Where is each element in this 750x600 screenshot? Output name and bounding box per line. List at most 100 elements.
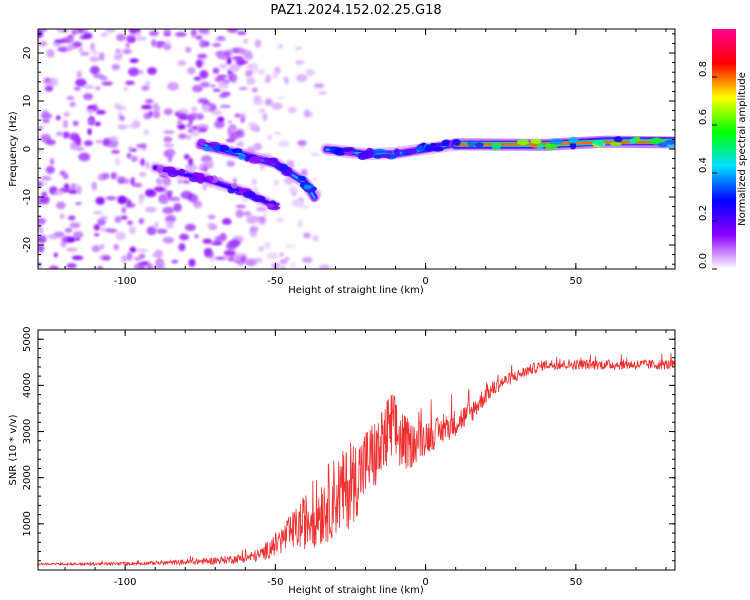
spectrogram-noise-blob [66,247,78,252]
spectrogram-noise-blob [127,37,135,43]
spectrogram-noise-blob [212,67,220,74]
spectrogram-ridge-speckle [163,166,172,172]
spectrogram-noise-blob [97,173,106,181]
spectrogram-noise-blob [134,32,142,37]
spectrogram-noise-blob [70,142,77,150]
spectrogram-noise-blob [267,134,273,141]
spectrogram-noise-blob [212,43,222,47]
spectrogram-ridge-speckle [591,140,605,145]
y-tick-label: 4000 [22,373,33,398]
x-tick-label: 50 [569,577,582,588]
spectrogram-noise-blob [59,213,65,219]
spectrogram-noise-blob [126,199,132,206]
spectrogram-ridge-speckle [474,142,484,148]
x-tick-label: -100 [114,276,137,287]
x-tick-label: 0 [422,577,428,588]
spectrogram-noise-blob [114,216,122,223]
x-tick-label: -50 [267,577,283,588]
spectrogram-noise-blob [177,124,186,130]
spectrogram-noise-blob [258,246,265,252]
spectrogram-noise-blob [69,222,81,229]
spectrogram-noise-blob [186,123,192,128]
spectrogram-noise-blob [120,115,125,122]
spectrogram-noise-blob [196,123,209,130]
spectrogram-noise-blob [111,64,121,71]
spectrogram-noise-blob [287,107,297,114]
spectrogram-noise-blob [174,32,187,37]
spectrogram-noise-blob [75,136,82,146]
spectrogram-ridge-speckle [378,153,392,158]
spectrogram-noise-blob [266,252,279,260]
spectrogram-noise-blob [193,76,202,81]
spectrogram-noise-blob [57,29,62,33]
spectrogram-noise-blob [183,154,190,160]
snr-panel: -100 -50 0 50 1000 2000 3000 4000 5000 Height o… [8,327,676,596]
spectrogram-noise-blob [188,258,196,267]
spectrogram-y-ticks: -20 -10 0 10 20 [22,33,675,265]
spectrogram-noise-blob [138,172,147,177]
y-tick-label: -10 [22,189,33,205]
spectrogram-noise-blob [126,251,133,261]
spectrogram-noise-blob [296,74,308,82]
spectrogram-noise-blob [303,109,310,118]
spectrogram-noise-blob [50,158,54,165]
spectrogram-noise-blob [243,211,252,217]
spectrogram-noise-blob [76,186,82,195]
spectrogram-noise-blob [75,202,82,205]
spectrogram-noise-blob [166,220,174,229]
spectrogram-ridge-speckle [303,184,312,190]
spectrogram-noise-blob [91,181,97,191]
spectrogram-noise-blob [138,193,146,201]
spectrogram-noise-blob [179,233,190,241]
spectrogram-noise-blob [167,81,179,91]
y-tick-label: 1000 [22,511,33,536]
spectrogram-ridge-speckle [629,138,636,144]
spectrogram-noise-blob [41,191,48,196]
spectrogram-noise-blob [83,93,93,101]
spectrogram-noise-blob [163,32,171,37]
snr-x-ticks: -100 -50 0 50 [64,330,667,588]
spectrogram-noise-blob [49,235,59,240]
spectrogram-ridge-speckle [197,138,207,146]
spectrogram-noise-blob [45,165,55,174]
spectrogram-noise-blob [163,43,172,51]
spectrogram-noise-blob [125,80,135,85]
spectrogram-noise-blob [318,91,328,95]
y-tick-label: 0 [22,146,33,152]
spectrogram-noise-blob [163,136,171,143]
spectrogram-noise-blob [156,41,166,46]
spectrogram-noise-blob [93,211,103,215]
spectrogram-noise-blob [191,106,197,112]
spectrogram-noise-blob [238,86,248,91]
spectrogram-noise-blob [196,113,204,120]
spectrogram-noise-blob [87,117,94,126]
spectrogram-noise-blob [190,29,197,38]
spectrogram-noise-blob [163,150,169,158]
spectrogram-noise-blob [63,112,71,117]
spectrogram-noise-blob [228,125,237,134]
spectrogram-ridge-speckle [205,175,214,182]
spectrogram-noise-blob [156,228,168,234]
spectrogram-noise-blob [132,182,143,188]
spectrogram-noise-blob [141,104,153,110]
spectrogram-noise-blob [253,98,264,106]
spectrogram-noise-blob [144,80,151,86]
spectrogram-noise-blob [69,101,76,108]
spectrogram-ridge-speckle [281,168,294,177]
spectrogram-noise-blob [182,115,192,120]
spectrogram-noise-blob [197,53,208,59]
spectrogram-noise-blob [111,172,116,179]
spectrogram-noise-blob [210,241,223,246]
snr-y-axis-label: SNR (10 * v/v) [8,414,19,485]
spectrogram-noise-blob [201,103,211,113]
spectrogram-noise-blob [197,98,209,104]
spectrogram-noise-blob [130,177,135,186]
spectrogram-noise-blob [152,110,161,119]
spectrogram-noise-blob [277,44,284,49]
spectrogram-noise-blob [154,265,166,269]
spectrogram-noise-blob [273,179,280,187]
spectrogram-ridge-speckle [536,142,544,150]
spectrogram-noise-blob [89,65,100,75]
x-tick-label: 0 [422,276,428,287]
spectrogram-noise-blob [196,59,203,68]
